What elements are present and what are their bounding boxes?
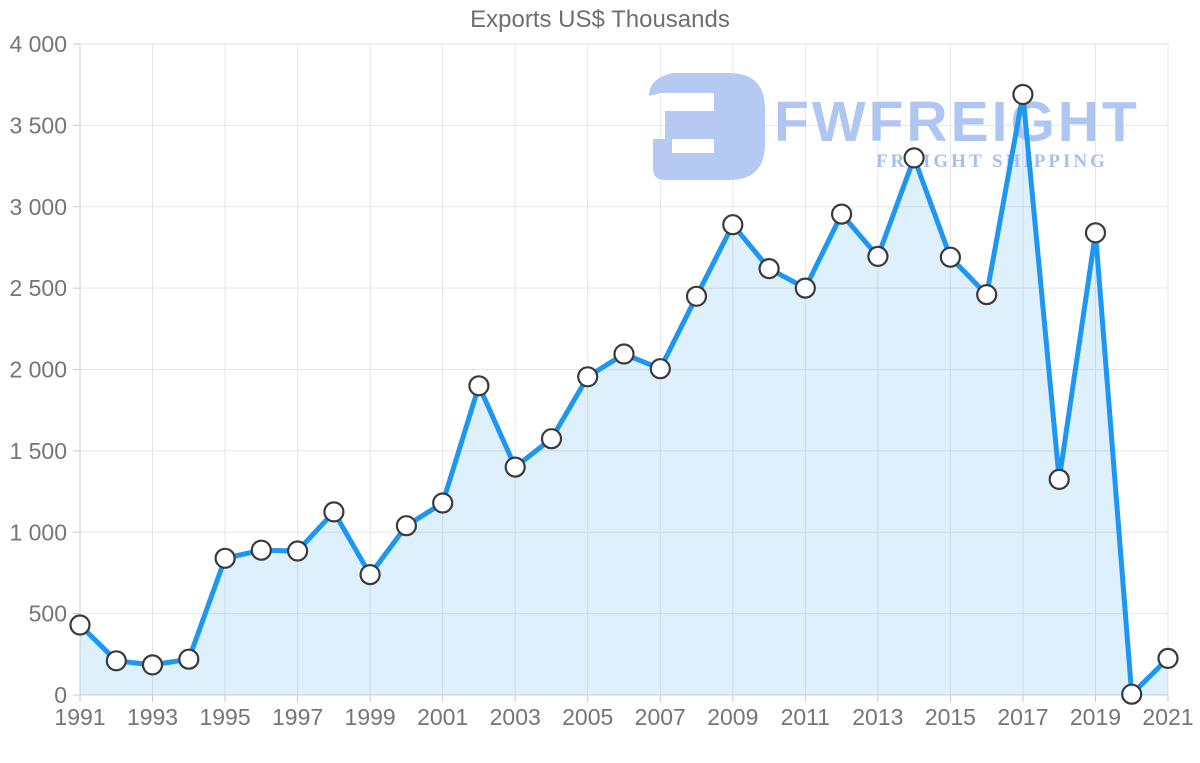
y-axis-label: 2 000 bbox=[9, 357, 67, 383]
x-axis-label: 2015 bbox=[925, 704, 976, 730]
x-axis-label: 2009 bbox=[707, 704, 758, 730]
data-point-2010[interactable] bbox=[758, 258, 780, 280]
x-axis-label: 2017 bbox=[997, 704, 1048, 730]
data-point-1999[interactable] bbox=[359, 563, 381, 586]
y-axis-label: 4 000 bbox=[9, 31, 67, 57]
data-point-2019[interactable] bbox=[1084, 222, 1107, 244]
data-point-2012[interactable] bbox=[830, 203, 853, 225]
data-point-2001[interactable] bbox=[432, 492, 454, 514]
data-point-2011[interactable] bbox=[794, 277, 816, 299]
y-axis-label: 1 000 bbox=[9, 519, 67, 545]
data-point-2015[interactable] bbox=[939, 246, 962, 268]
data-point-2003[interactable] bbox=[504, 456, 526, 478]
data-point-2017[interactable] bbox=[1012, 83, 1034, 106]
x-axis-label: 1993 bbox=[127, 704, 178, 730]
y-axis-label: 1 500 bbox=[9, 438, 67, 464]
data-point-1998[interactable] bbox=[323, 501, 345, 523]
data-point-1995[interactable] bbox=[214, 547, 236, 569]
x-axis-label: 2001 bbox=[417, 704, 468, 730]
data-point-2009[interactable] bbox=[722, 214, 744, 236]
series-line bbox=[77, 92, 1171, 697]
data-point-1991[interactable] bbox=[69, 614, 91, 636]
y-axis-label: 2 500 bbox=[9, 275, 67, 301]
data-point-2020[interactable] bbox=[1121, 683, 1143, 705]
data-point-2016[interactable] bbox=[976, 284, 998, 306]
data-point-2007[interactable] bbox=[649, 358, 671, 380]
x-axis-label: 1991 bbox=[54, 704, 105, 730]
x-axis-label: 2005 bbox=[562, 704, 613, 730]
data-point-2008[interactable] bbox=[685, 285, 708, 307]
data-point-2006[interactable] bbox=[613, 343, 635, 365]
data-point-2014[interactable] bbox=[903, 147, 925, 169]
x-axis-label: 1999 bbox=[345, 704, 396, 730]
data-point-1993[interactable] bbox=[141, 654, 164, 676]
data-point-2004[interactable] bbox=[540, 428, 563, 450]
y-axis-label: 3 000 bbox=[9, 194, 67, 220]
x-axis-label: 2013 bbox=[852, 704, 903, 730]
data-point-2021[interactable] bbox=[1157, 647, 1179, 670]
data-point-2005[interactable] bbox=[577, 366, 599, 388]
data-point-1997[interactable] bbox=[287, 540, 309, 562]
x-axis-label: 2003 bbox=[490, 704, 541, 730]
data-point-2000[interactable] bbox=[395, 515, 417, 537]
chart-title: Exports US$ Thousands bbox=[470, 6, 730, 33]
y-axis-label: 0 bbox=[54, 682, 67, 708]
data-point-2018[interactable] bbox=[1048, 468, 1070, 490]
data-point-1996[interactable] bbox=[250, 539, 272, 561]
x-axis-label: 2019 bbox=[1070, 704, 1121, 730]
data-point-2013[interactable] bbox=[867, 245, 889, 267]
x-axis-label: 1995 bbox=[199, 704, 250, 730]
x-axis-label: 1997 bbox=[272, 704, 323, 730]
x-axis-label: 2021 bbox=[1142, 704, 1193, 730]
x-axis-label: 2011 bbox=[781, 704, 830, 730]
data-point-1994[interactable] bbox=[178, 648, 200, 670]
data-point-1992[interactable] bbox=[105, 650, 127, 672]
y-axis-label: 3 500 bbox=[9, 112, 67, 138]
y-axis-label: 500 bbox=[29, 601, 67, 627]
data-point-2002[interactable] bbox=[468, 375, 490, 397]
x-axis-label: 2007 bbox=[635, 704, 686, 730]
